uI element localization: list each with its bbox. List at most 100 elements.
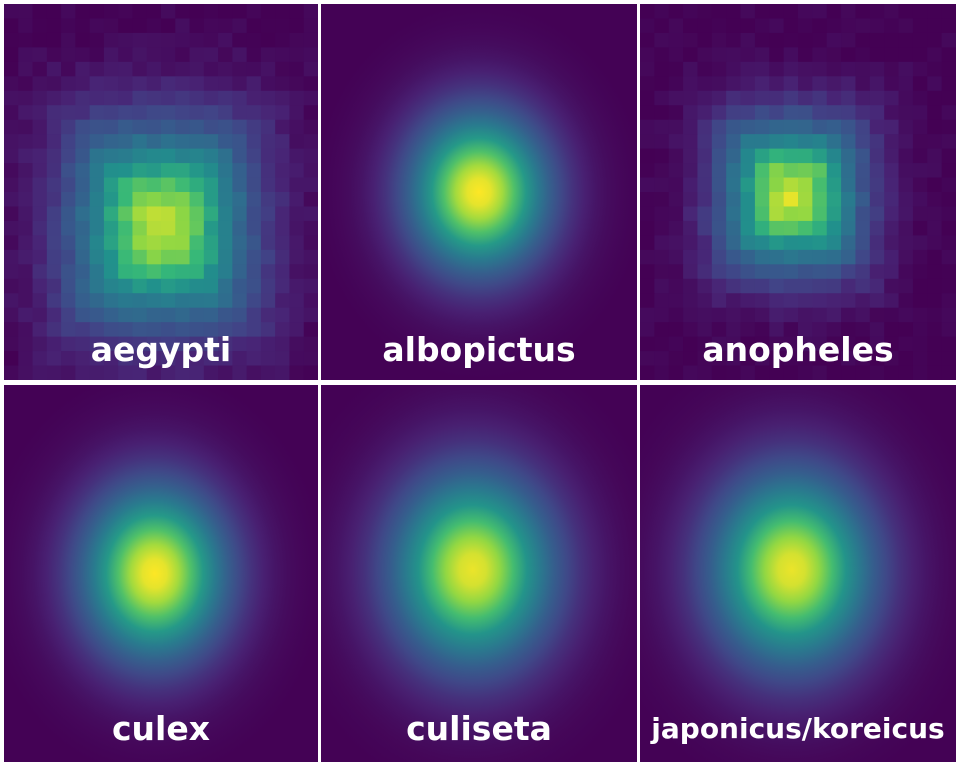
heat-cell — [711, 134, 727, 150]
heat-cell — [941, 177, 956, 193]
heat-cell — [640, 163, 655, 179]
heat-cell — [754, 90, 770, 106]
heat-cell — [289, 90, 305, 106]
heat-cell — [740, 4, 756, 20]
heat-cell — [841, 90, 857, 106]
heat-cell — [118, 307, 134, 323]
heat-cell — [189, 249, 205, 265]
heat-cell — [912, 235, 928, 251]
heat-cell — [869, 18, 885, 34]
heat-cell — [146, 163, 162, 179]
heat-cell — [697, 365, 713, 380]
heat-cell — [232, 235, 248, 251]
heat-cell — [841, 4, 857, 20]
heat-cell — [783, 351, 799, 367]
heat-cell — [912, 365, 928, 380]
heat-cell — [303, 32, 318, 48]
heat-cell — [203, 18, 219, 34]
heat-cell — [175, 365, 191, 380]
heat-cell — [75, 249, 91, 265]
heat-cell — [175, 192, 191, 208]
heat-cell — [18, 18, 34, 34]
heat-cell — [711, 76, 727, 92]
heat-cell — [132, 307, 148, 323]
heat-cell — [711, 351, 727, 367]
heat-cell — [275, 278, 291, 294]
heat-cell — [769, 264, 785, 280]
heat-cell — [260, 351, 276, 367]
heat-cell — [61, 105, 76, 121]
heat-cell — [683, 307, 699, 323]
heat-cell — [89, 47, 105, 63]
heat-cell — [668, 61, 684, 77]
heat-cell — [203, 177, 219, 193]
heat-cell — [218, 278, 233, 294]
heat-cell — [654, 163, 670, 179]
heat-cell — [640, 105, 655, 121]
heat-cell — [812, 32, 828, 48]
heat-cell — [726, 4, 742, 20]
heat-cell — [132, 220, 148, 236]
heat-cell — [161, 61, 176, 77]
heat-cell — [189, 351, 205, 367]
heat-cell — [740, 336, 756, 352]
heat-cell — [46, 105, 62, 121]
heat-cell — [46, 119, 62, 135]
heat-cell — [232, 278, 248, 294]
heat-cell — [927, 206, 943, 222]
heat-cell — [260, 76, 276, 92]
heat-cell — [189, 163, 205, 179]
heat-cell — [203, 293, 219, 309]
heat-cell — [898, 163, 914, 179]
heat-cell — [103, 322, 119, 338]
heat-cell — [118, 119, 134, 135]
heat-cell — [884, 206, 900, 222]
heat-cell — [203, 278, 219, 294]
heat-cell — [726, 206, 742, 222]
heat-cell — [941, 148, 956, 164]
heat-cell — [884, 351, 900, 367]
heat-cell — [203, 220, 219, 236]
heat-cell — [132, 4, 148, 20]
heat-cell — [89, 206, 105, 222]
heat-cell — [75, 148, 91, 164]
heat-cell — [32, 307, 48, 323]
heat-cell — [189, 134, 205, 150]
heat-cell — [826, 4, 842, 20]
heat-cell — [61, 18, 76, 34]
heat-cell — [841, 76, 857, 92]
heat-cell — [103, 134, 119, 150]
heat-cell — [898, 18, 914, 34]
heat-cell — [769, 249, 785, 265]
heat-cell — [912, 278, 928, 294]
heat-cell — [189, 32, 205, 48]
heat-cell — [841, 61, 857, 77]
heat-cell — [898, 220, 914, 236]
heat-cell — [740, 322, 756, 338]
heat-cell — [246, 351, 262, 367]
heat-cell — [654, 90, 670, 106]
heat-cell — [246, 336, 262, 352]
heat-cell — [869, 192, 885, 208]
heat-cell — [89, 76, 105, 92]
heat-cell — [118, 322, 134, 338]
heat-cell — [118, 61, 134, 77]
heat-cell — [61, 336, 76, 352]
heat-cell — [32, 293, 48, 309]
heat-cell — [4, 47, 19, 63]
heat-cell — [855, 351, 871, 367]
heat-cell — [32, 148, 48, 164]
heat-cell — [175, 336, 191, 352]
heat-cell — [941, 4, 956, 20]
heat-cell — [855, 336, 871, 352]
heat-cell — [32, 105, 48, 121]
heat-cell — [711, 148, 727, 164]
heat-cell — [726, 177, 742, 193]
heat-cell — [146, 134, 162, 150]
heat-cell — [189, 192, 205, 208]
heat-cell — [232, 249, 248, 265]
heat-cell — [246, 249, 262, 265]
heat-cell — [826, 278, 842, 294]
heat-cell — [61, 293, 76, 309]
heat-cell — [912, 163, 928, 179]
